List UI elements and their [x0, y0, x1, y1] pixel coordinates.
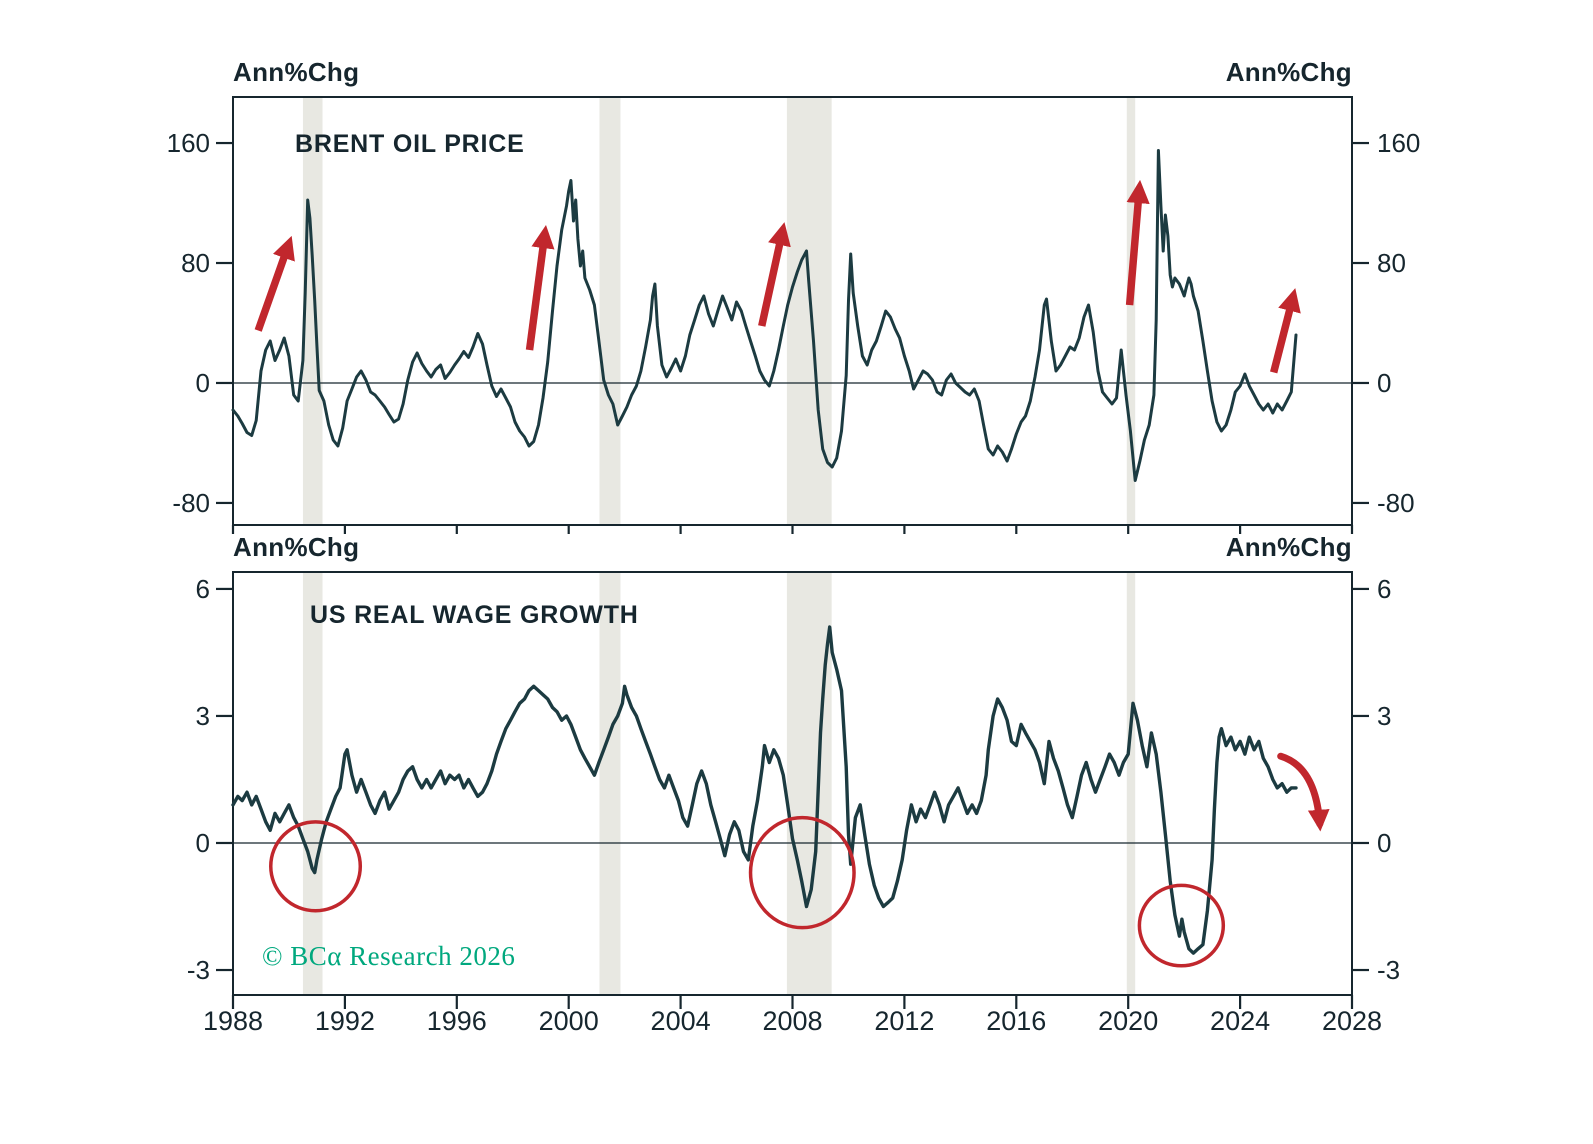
series-line-brent-oil — [231, 149, 1298, 482]
recession-band — [786, 97, 832, 525]
recession-band — [599, 572, 621, 995]
top-panel-right-unit-label: Ann%Chg — [1225, 57, 1352, 87]
series-line-us-real-wage-growth — [231, 625, 1298, 955]
circle-annotation — [748, 815, 856, 930]
copyright: © BCα Research 2026 — [262, 941, 516, 971]
bottom-panel-left-unit-label: Ann%Chg — [233, 532, 360, 562]
bottom-panel-title: US REAL WAGE GROWTH — [310, 601, 639, 629]
up-arrow-annotation — [1270, 288, 1301, 374]
up-arrow-annotation — [1125, 179, 1150, 306]
recession-band — [302, 572, 323, 995]
up-arrow-annotation — [254, 235, 295, 332]
down-curved-arrow-annotation — [1277, 752, 1330, 832]
circle-annotation — [269, 820, 363, 913]
bottom-panel-right-unit-label: Ann%Chg — [1225, 532, 1352, 562]
recession-band — [786, 572, 832, 995]
recession-band — [599, 97, 621, 525]
top-panel-left-unit-label: Ann%Chg — [233, 57, 360, 87]
recession-band — [1126, 97, 1136, 525]
up-arrow-annotation — [525, 224, 555, 351]
circle-annotation — [1137, 883, 1226, 968]
recession-band — [1126, 572, 1136, 995]
up-arrow-annotation — [758, 222, 791, 327]
top-panel-title: BRENT OIL PRICE — [295, 130, 525, 158]
